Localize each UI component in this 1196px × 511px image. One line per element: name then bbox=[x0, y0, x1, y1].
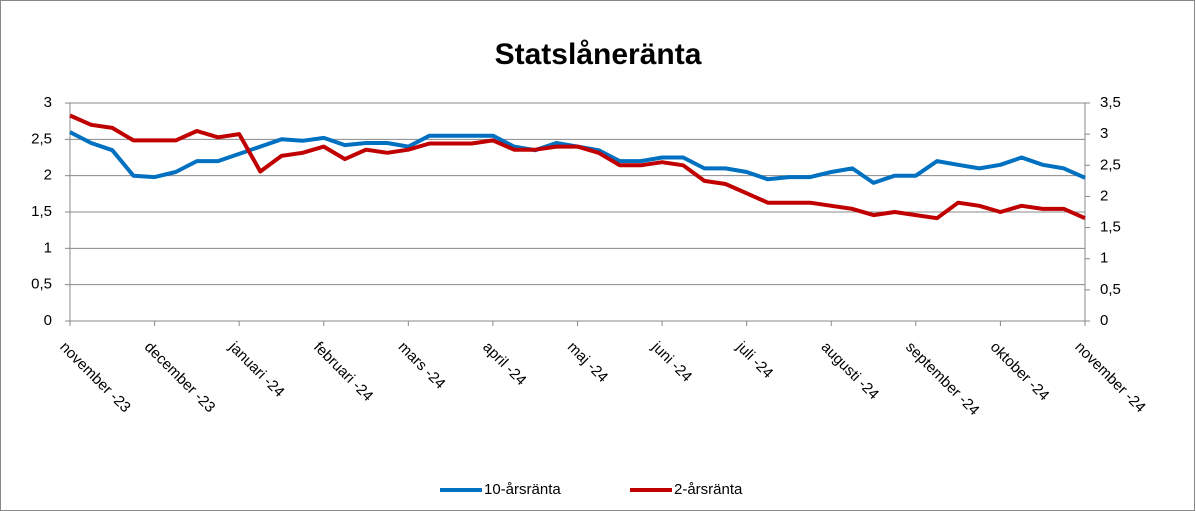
series-line bbox=[69, 113, 1086, 221]
y2-tick-label: 0,5 bbox=[1100, 281, 1121, 298]
y-tick-label: 0,5 bbox=[31, 276, 52, 293]
y2-tick-label: 0 bbox=[1100, 312, 1108, 329]
y2-tick-label: 2,5 bbox=[1100, 156, 1121, 173]
y-tick-label: 0 bbox=[44, 312, 52, 329]
y-tick-label: 2,5 bbox=[31, 130, 52, 147]
legend-label: 10-årsränta bbox=[484, 481, 561, 498]
y2-tick-label: 3,5 bbox=[1100, 94, 1121, 111]
y2-tick-label: 1 bbox=[1100, 250, 1108, 267]
y-tick-label: 3 bbox=[44, 94, 52, 111]
chart-title: Statslåneränta bbox=[495, 38, 702, 71]
y-tick-label: 1 bbox=[44, 239, 52, 256]
y2-tick-label: 2 bbox=[1100, 187, 1108, 204]
legend-label: 2-årsränta bbox=[674, 481, 743, 498]
y2-tick-label: 1,5 bbox=[1100, 219, 1121, 236]
y-tick-label: 1,5 bbox=[31, 203, 52, 220]
y-tick-label: 2 bbox=[44, 167, 52, 184]
y2-tick-label: 3 bbox=[1100, 125, 1108, 142]
